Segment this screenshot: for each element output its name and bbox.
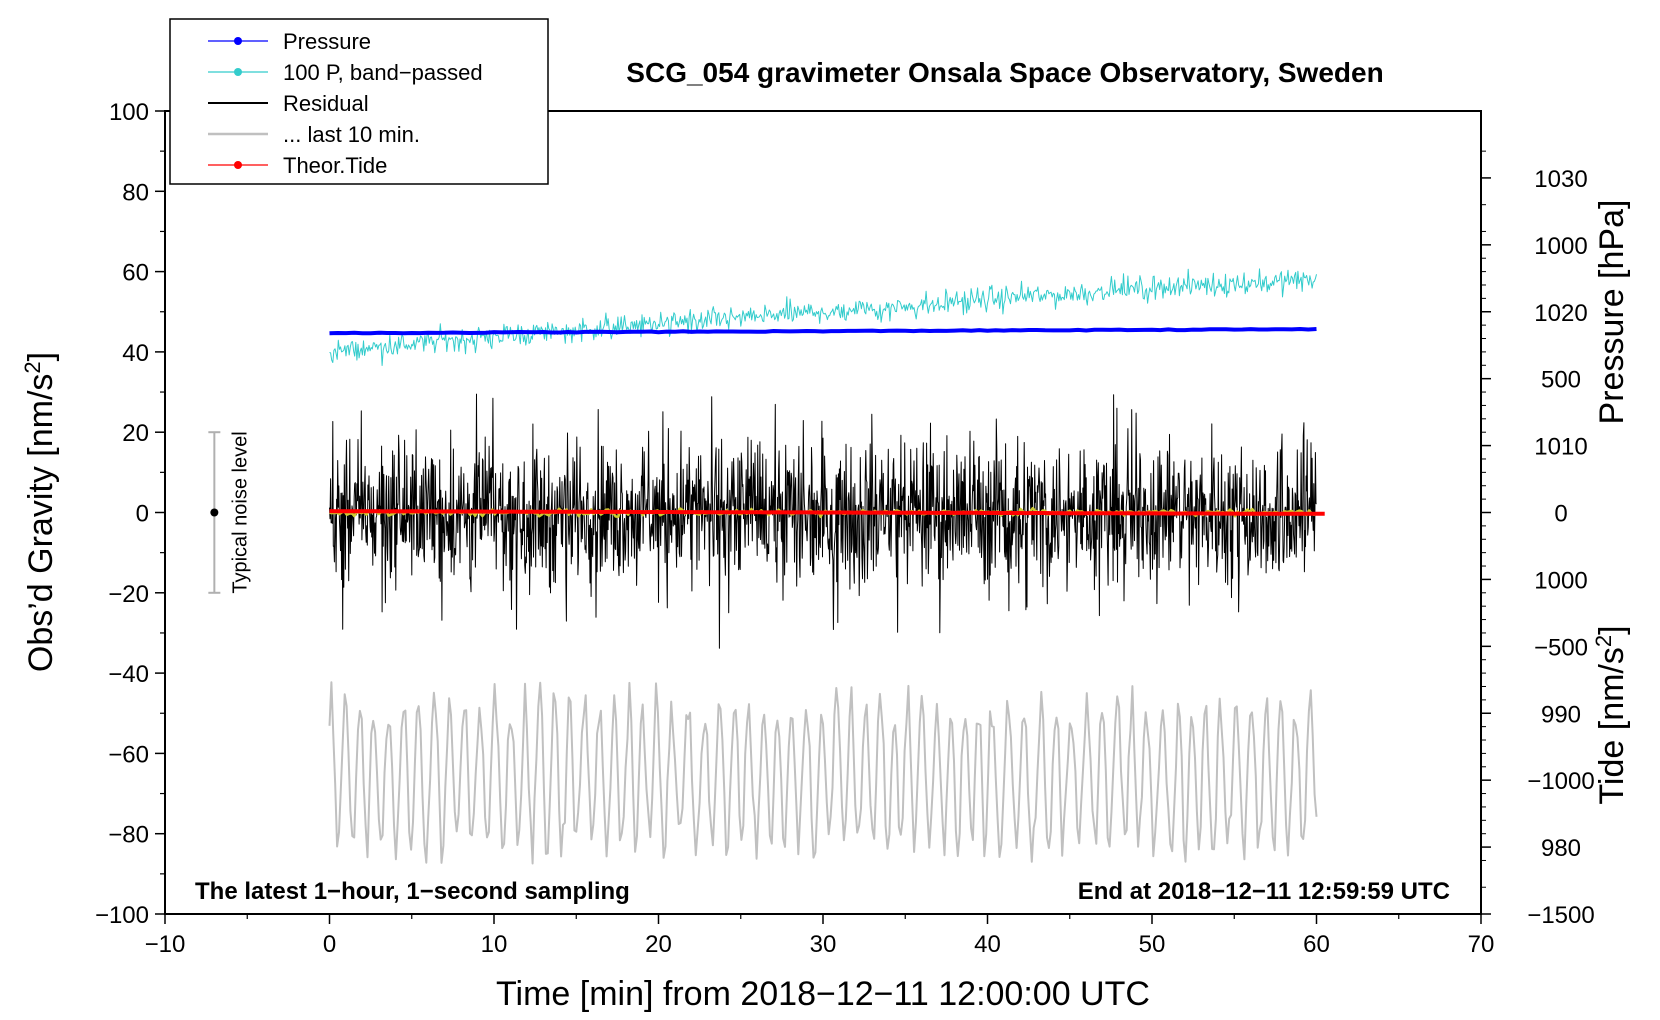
x-tick-label: 70 <box>1468 931 1495 958</box>
pressure-tick-label: 980 <box>1541 835 1581 862</box>
pressure-tick-label: 1020 <box>1534 300 1587 327</box>
y-axis-title-main: Obs’d Gravity [nm/s <box>22 374 60 673</box>
legend-label: ... last 10 min. <box>283 122 420 147</box>
x-tick-label: 10 <box>481 931 508 958</box>
y-axis-title-sup: 2 <box>20 361 45 373</box>
x-tick-label: 30 <box>810 931 837 958</box>
x-tick-label: 50 <box>1139 931 1166 958</box>
y-tick-label: −80 <box>108 822 149 849</box>
x-tick-label: −10 <box>145 931 186 958</box>
legend-label: Theor.Tide <box>283 153 387 178</box>
pressure-tick-label: 1030 <box>1534 166 1587 193</box>
y-axis-title-end: ] <box>22 352 60 361</box>
legend-label: Residual <box>283 91 369 116</box>
legend-marker <box>234 37 242 45</box>
legend-box <box>169 18 549 185</box>
x-tick-label: 40 <box>974 931 1001 958</box>
x-tick-label: 0 <box>323 931 336 958</box>
y-tick-label: 20 <box>122 420 149 447</box>
pressure-tick-label: 990 <box>1541 701 1581 728</box>
noise-level-indicator: Typical noise level <box>208 431 251 594</box>
y-tick-label: −20 <box>108 581 149 608</box>
tide-tick-label: −500 <box>1534 634 1588 661</box>
tide-tick-label: 0 <box>1554 501 1567 528</box>
x-tick-label: 60 <box>1303 931 1330 958</box>
y-tick-label: 80 <box>122 179 149 206</box>
pressure-tick-label: 1000 <box>1534 567 1587 594</box>
axes: −10 0 10 20 30 40 50 60 70100806040200−20−40−60−… <box>95 99 1595 958</box>
y-tick-label: −40 <box>108 661 149 688</box>
series-residual <box>329 393 1317 649</box>
series-last-10-min <box>328 681 1318 865</box>
y-tick-label: 40 <box>122 340 149 367</box>
tide-axis-title-end: ] <box>1593 625 1631 634</box>
annotation-end-time: End at 2018−12−11 12:59:59 UTC <box>1078 878 1450 905</box>
legend-label: 100 P, band−passed <box>283 60 483 85</box>
chart-title: SCG_054 gravimeter Onsala Space Observat… <box>626 57 1383 88</box>
tide-axis-title-main: Tide [nm/s <box>1593 647 1631 804</box>
noise-label: Typical noise level <box>229 431 251 593</box>
tide-tick-label: 1000 <box>1534 233 1587 260</box>
pressure-tick-label: 1010 <box>1534 434 1587 461</box>
legend-label: Pressure <box>283 29 371 54</box>
y-axis-title-left: Obs’d Gravity [nm/s2] <box>20 352 60 672</box>
tide-tick-label: 500 <box>1541 367 1581 394</box>
plot-series <box>328 268 1325 865</box>
tide-tick-label: −1000 <box>1527 768 1594 795</box>
legend-marker <box>234 161 242 169</box>
legend-marker <box>234 68 242 76</box>
y-tick-label: −100 <box>95 902 149 929</box>
tide-axis-title-sup: 2 <box>1591 635 1616 647</box>
x-tick-label: 20 <box>645 931 672 958</box>
noise-center-dot <box>210 508 219 517</box>
tide-tick-label: −1500 <box>1527 902 1594 929</box>
x-axis-title: Time [min] from 2018−12−11 12:00:00 UTC <box>496 975 1150 1013</box>
y-tick-label: 100 <box>109 99 149 126</box>
tide-axis-title: Tide [nm/s2] <box>1591 625 1631 804</box>
series-100-p-band-passed <box>329 268 1317 366</box>
y-tick-label: −60 <box>108 741 149 768</box>
annotation-sampling: The latest 1−hour, 1−second sampling <box>195 878 630 905</box>
legend: Pressure 100 P, band−passed Residual ... la… <box>169 18 549 185</box>
y-tick-label: 0 <box>136 501 149 528</box>
pressure-axis-title: Pressure [hPa] <box>1593 200 1631 425</box>
y-tick-label: 60 <box>122 260 149 287</box>
series-theor-tide <box>329 509 1325 516</box>
series-pressure <box>329 327 1317 336</box>
